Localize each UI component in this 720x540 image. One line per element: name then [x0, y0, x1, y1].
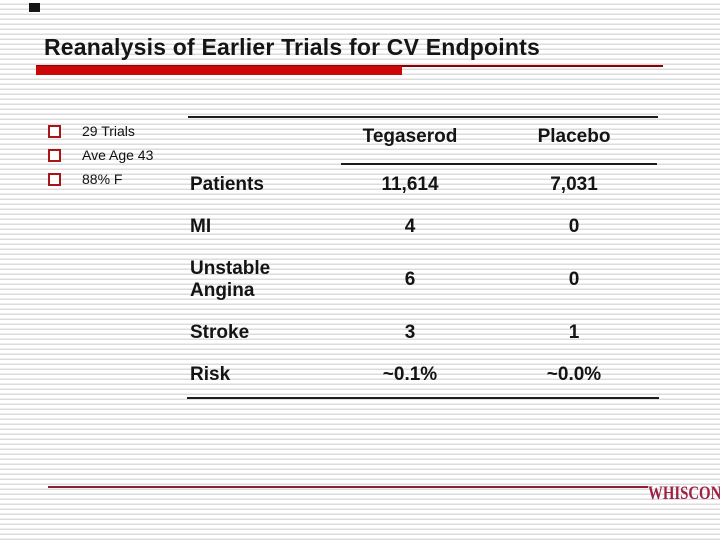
cell-tegaserod-value: 11,614	[381, 174, 439, 195]
slide-title: Reanalysis of Earlier Trials for CV Endp…	[44, 34, 540, 60]
table-row-unstable-angina: Unstable Angina 6 0	[190, 256, 658, 304]
square-bullet-icon	[48, 124, 61, 138]
square-bullet-icon	[48, 172, 61, 186]
table-row-risk: Risk ~0.1% ~0.0%	[190, 358, 658, 392]
cell-tegaserod-value: 6	[404, 269, 416, 290]
bullet-item-trials: 29 Trials	[48, 119, 208, 143]
bullet-item-female: 88% F	[48, 167, 208, 191]
table-header-row: Tegaserod Placebo	[190, 124, 658, 150]
cell-placebo-value: 0	[568, 269, 580, 290]
row-label: Risk	[190, 364, 231, 385]
row-label: MI	[190, 216, 212, 237]
table-row-patients: Patients 11,614 7,031	[190, 168, 658, 202]
column-header-tegaserod: Tegaserod	[362, 126, 458, 147]
top-left-marker	[29, 3, 40, 12]
table-header-underline	[341, 163, 657, 165]
row-label: Patients	[190, 174, 264, 195]
table-top-rule	[188, 116, 658, 118]
footer-rule	[48, 486, 648, 488]
title-accent-bar	[36, 66, 402, 75]
row-label: Stroke	[190, 322, 250, 343]
bullet-item-age: Ave Age 43	[48, 143, 208, 167]
table-row-stroke: Stroke 3 1	[190, 316, 658, 350]
cell-placebo-value: 0	[568, 216, 580, 237]
row-label: Unstable Angina	[190, 258, 271, 301]
column-header-placebo: Placebo	[537, 126, 611, 147]
table-bottom-rule	[187, 397, 659, 399]
bullet-label: 29 Trials	[82, 123, 135, 139]
cell-placebo-value: 1	[568, 322, 580, 343]
bullet-label: 88% F	[82, 171, 123, 187]
cell-tegaserod-value: 4	[404, 216, 416, 237]
square-bullet-icon	[48, 148, 61, 162]
bullet-label: Ave Age 43	[82, 147, 154, 163]
brand-logo: WHISCON	[648, 483, 720, 504]
bullet-list: 29 Trials Ave Age 43 88% F	[48, 119, 208, 191]
cell-tegaserod-value: ~0.1%	[382, 364, 438, 385]
table-row-mi: MI 4 0	[190, 210, 658, 244]
cell-placebo-value: 7,031	[550, 174, 598, 195]
cell-tegaserod-value: 3	[404, 322, 416, 343]
cell-placebo-value: ~0.0%	[546, 364, 602, 385]
